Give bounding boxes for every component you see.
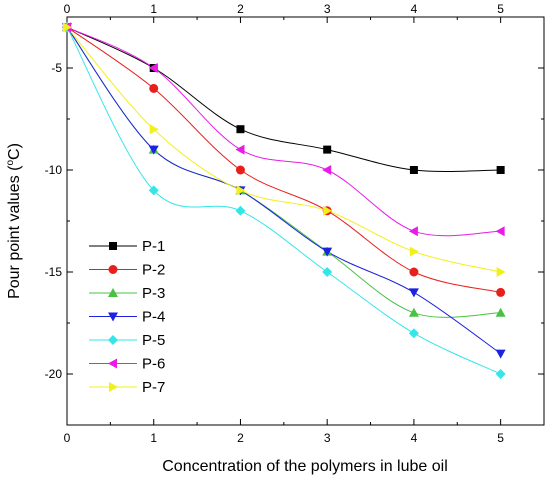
x-tick-label-bottom: 1 bbox=[150, 431, 157, 445]
point-p-2 bbox=[409, 267, 419, 277]
point-p-7 bbox=[236, 185, 246, 196]
x-tick-label-top: 4 bbox=[411, 2, 418, 16]
y-tick-label: -15 bbox=[45, 265, 63, 279]
x-tick-label-top: 5 bbox=[497, 2, 504, 16]
line-p-5 bbox=[66, 26, 501, 375]
x-tick-label-top: 1 bbox=[150, 2, 157, 16]
point-p-2 bbox=[235, 165, 245, 175]
legend-label-p-7: P-7 bbox=[142, 379, 165, 396]
point-p-1 bbox=[236, 125, 245, 134]
point-p-6 bbox=[495, 226, 505, 237]
point-p-5 bbox=[148, 185, 159, 196]
line-p-3 bbox=[66, 26, 501, 318]
line-p-4 bbox=[66, 26, 501, 355]
point-p-7 bbox=[149, 124, 159, 135]
point-p-5 bbox=[235, 205, 246, 216]
y-tick-label: -5 bbox=[51, 61, 62, 75]
line-p-6 bbox=[66, 26, 501, 237]
line-p-7 bbox=[66, 26, 501, 273]
point-p-6 bbox=[235, 144, 245, 155]
x-tick-label-top: 3 bbox=[324, 2, 331, 16]
point-p-5 bbox=[408, 328, 419, 339]
legend-label-p-2: P-2 bbox=[142, 262, 165, 279]
point-p-4 bbox=[495, 349, 506, 359]
x-tick-label-bottom: 5 bbox=[497, 431, 504, 445]
legend-marker-p-3 bbox=[108, 288, 118, 297]
point-p-5 bbox=[495, 369, 506, 379]
y-axis-title-unit: C) bbox=[6, 143, 23, 160]
x-tick-label-top: 2 bbox=[237, 2, 244, 16]
point-p-6 bbox=[408, 226, 418, 237]
point-p-7 bbox=[409, 246, 419, 257]
point-p-3 bbox=[495, 307, 506, 317]
x-tick-label-bottom: 0 bbox=[64, 431, 71, 445]
legend: P-1 P-2 P-3 P-4 P-5 P-6 P-7 bbox=[89, 238, 165, 396]
point-p-7 bbox=[323, 205, 333, 216]
y-axis-title-main: Pour point values ( bbox=[6, 165, 23, 299]
point-p-6 bbox=[322, 165, 332, 175]
x-axis-title: Concentration of the polymers in lube oi… bbox=[162, 458, 448, 475]
x-tick-label-bottom: 4 bbox=[411, 431, 418, 445]
y-tick-label: -20 bbox=[45, 367, 63, 381]
y-tick-label: -10 bbox=[45, 163, 63, 177]
plot-frame bbox=[66, 16, 545, 426]
point-p-2 bbox=[149, 83, 159, 93]
x-tick-label-bottom: 3 bbox=[324, 431, 331, 445]
legend-label-p-5: P-5 bbox=[142, 332, 165, 349]
axis-ticks: 0 0 1 1 2 2 3 3 4 4 5 5 -5 -10 -15 -20 bbox=[45, 2, 544, 445]
legend-label-p-4: P-4 bbox=[142, 309, 165, 326]
legend-marker-p-2 bbox=[108, 265, 118, 274]
point-p-2 bbox=[496, 287, 506, 297]
y-axis-title: Pour point values (oC) bbox=[5, 143, 23, 299]
data-markers bbox=[62, 22, 506, 379]
point-p-7 bbox=[63, 22, 72, 33]
legend-label-p-3: P-3 bbox=[142, 285, 165, 302]
point-p-4 bbox=[148, 145, 159, 155]
line-p-2 bbox=[66, 26, 501, 293]
legend-marker-p-6 bbox=[108, 358, 117, 369]
point-p-6 bbox=[148, 63, 158, 73]
point-p-4 bbox=[408, 288, 419, 298]
legend-marker-p-7 bbox=[109, 382, 118, 392]
point-p-1 bbox=[409, 166, 418, 174]
point-p-3 bbox=[408, 307, 419, 317]
legend-marker-p-4 bbox=[108, 312, 118, 322]
y-axis-title-superscript: o bbox=[5, 160, 16, 166]
point-p-1 bbox=[496, 166, 505, 174]
point-p-4 bbox=[322, 247, 333, 257]
legend-marker-p-5 bbox=[108, 335, 118, 345]
point-p-1 bbox=[323, 145, 332, 154]
legend-label-p-6: P-6 bbox=[142, 356, 165, 373]
x-tick-label-top: 0 bbox=[64, 2, 71, 16]
legend-label-p-1: P-1 bbox=[142, 238, 165, 255]
x-tick-label-bottom: 2 bbox=[237, 431, 244, 445]
legend-marker-p-1 bbox=[109, 242, 117, 250]
point-p-5 bbox=[322, 267, 333, 277]
fit-lines bbox=[66, 26, 501, 375]
line-p-1 bbox=[66, 26, 501, 172]
point-p-7 bbox=[496, 267, 506, 277]
